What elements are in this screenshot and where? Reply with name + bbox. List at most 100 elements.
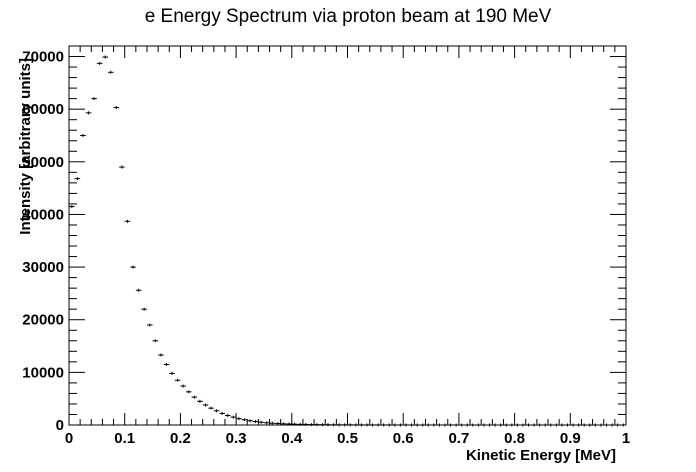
data-point: [358, 423, 365, 427]
plot-frame: [68, 45, 627, 426]
data-point: [609, 423, 615, 427]
data-point: [408, 423, 415, 427]
x-tick-label: 0.3: [226, 430, 247, 447]
data-point: [146, 323, 153, 327]
y-tick-label: 30000: [22, 259, 64, 276]
x-tick-label: 0: [65, 430, 73, 447]
data-point: [96, 61, 103, 65]
data-point: [486, 423, 493, 427]
data-point: [542, 423, 549, 427]
data-point: [191, 395, 198, 399]
data-point: [197, 399, 203, 403]
data-point: [102, 55, 108, 59]
data-points: [69, 55, 626, 427]
data-point: [135, 288, 142, 292]
data-point: [564, 423, 571, 427]
data-point: [341, 423, 348, 427]
data-point: [74, 177, 81, 181]
x-tick-label: 0.5: [337, 430, 358, 447]
data-point: [431, 423, 437, 427]
data-point: [152, 339, 159, 343]
data-point: [581, 423, 588, 427]
data-point: [280, 422, 287, 426]
data-point: [252, 420, 259, 424]
data-point: [425, 423, 432, 427]
data-point: [124, 219, 131, 223]
data-point: [258, 420, 264, 424]
y-tick-label: 0: [56, 417, 64, 434]
data-point: [130, 265, 136, 269]
data-point: [169, 371, 175, 375]
data-point: [247, 419, 253, 423]
data-point: [319, 423, 326, 427]
data-point: [509, 423, 515, 427]
data-point: [297, 422, 303, 426]
data-point: [481, 423, 487, 427]
data-point: [587, 423, 593, 427]
data-point: [141, 307, 147, 311]
data-point: [380, 423, 387, 427]
data-point: [336, 423, 342, 427]
data-point: [392, 423, 398, 427]
data-point: [447, 423, 454, 427]
data-point: [531, 423, 537, 427]
data-point: [369, 423, 376, 427]
x-tick-label: 0.1: [114, 430, 135, 447]
y-tick-label: 60000: [22, 101, 64, 118]
data-point: [386, 423, 393, 427]
data-point: [314, 423, 320, 427]
x-tick-label: 0.6: [393, 430, 414, 447]
data-point: [536, 423, 543, 427]
x-tick-label: 0.7: [448, 430, 469, 447]
data-point: [113, 106, 120, 110]
data-point: [241, 418, 248, 422]
data-point: [185, 390, 192, 394]
data-point: [174, 378, 181, 382]
x-tick-label: 1: [622, 430, 630, 447]
data-point: [263, 421, 270, 425]
data-point: [614, 423, 621, 427]
data-point: [520, 423, 526, 427]
y-tick-label: 70000: [22, 49, 64, 66]
data-point: [330, 423, 337, 427]
data-point: [69, 205, 75, 209]
data-point: [269, 421, 276, 425]
data-point: [325, 423, 331, 427]
data-point: [219, 411, 225, 415]
data-point: [492, 423, 498, 427]
data-point: [453, 423, 459, 427]
data-point: [464, 423, 471, 427]
y-tick-label: 50000: [22, 154, 64, 171]
data-point: [497, 423, 504, 427]
y-tick-label: 20000: [22, 312, 64, 329]
data-point: [620, 423, 626, 427]
data-point: [442, 423, 448, 427]
data-point: [436, 423, 443, 427]
data-point: [208, 406, 214, 410]
tick-labels: 0 0.1 0.2 0.3 0.4 0.5 0.6 0.7 0.8 0.9 1 0 10000 20000…: [22, 49, 630, 447]
data-point: [80, 133, 86, 137]
data-point: [570, 423, 576, 427]
data-point: [470, 423, 476, 427]
data-point: [230, 415, 237, 419]
data-point: [419, 423, 426, 427]
data-point: [514, 423, 521, 427]
data-point: [397, 423, 404, 427]
data-point: [414, 423, 420, 427]
data-point: [107, 70, 114, 74]
x-tick-label: 0.2: [170, 430, 191, 447]
axis-ticks: [68, 45, 627, 426]
data-point: [353, 423, 359, 427]
data-point: [291, 422, 298, 426]
data-point: [158, 353, 164, 357]
data-point: [275, 422, 281, 426]
data-point: [364, 423, 370, 427]
data-point: [91, 97, 97, 101]
data-point: [475, 423, 482, 427]
data-point: [603, 423, 610, 427]
data-point: [403, 423, 409, 427]
x-tick-label: 0.9: [560, 430, 581, 447]
x-axis-label: Kinetic Energy [MeV]: [466, 447, 616, 464]
data-point: [213, 409, 220, 413]
data-point: [180, 384, 186, 388]
